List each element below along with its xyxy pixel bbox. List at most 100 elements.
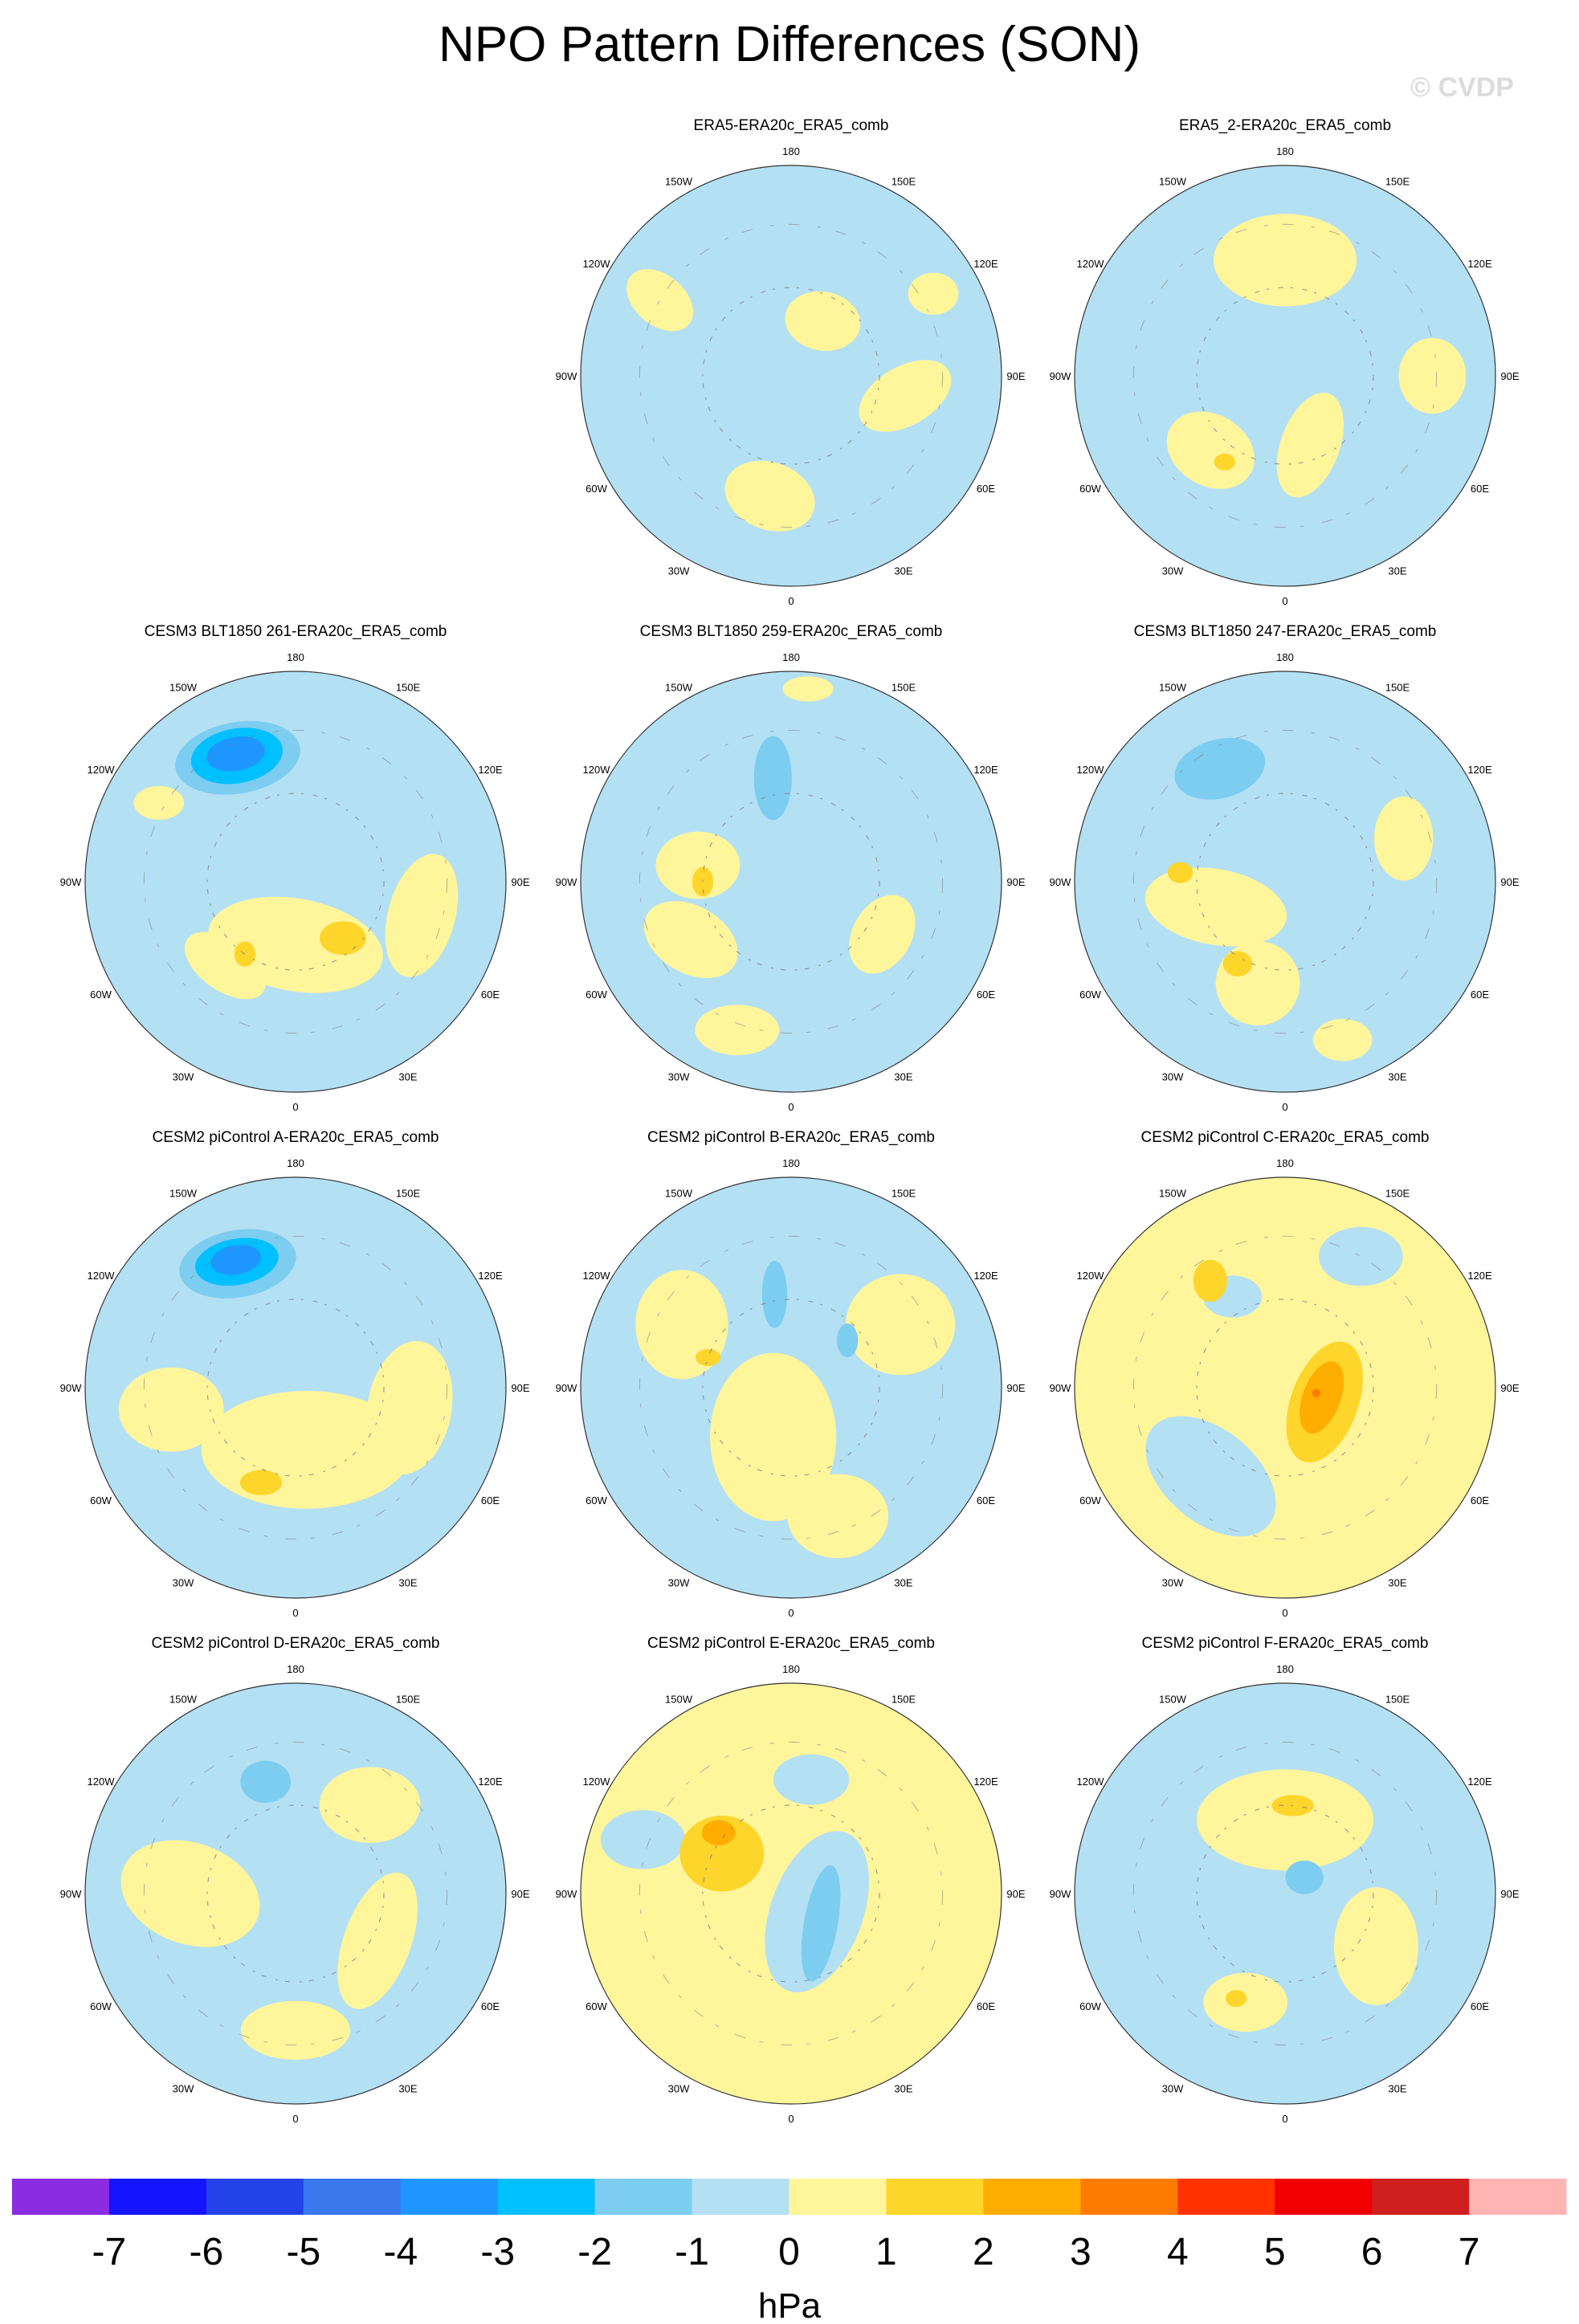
contour-region-3 (1313, 1018, 1373, 1062)
panel-title: CESM3 BLT1850 247-ERA20c_ERA5_comb (1134, 623, 1437, 640)
longitude-label: 30W (668, 1071, 690, 1083)
longitude-label: 60W (585, 483, 607, 495)
contour-region-1 (1334, 1887, 1418, 2005)
longitude-label: 30E (398, 2083, 417, 2095)
colorbar-tick-label: -1 (675, 2231, 709, 2273)
longitude-label: 0 (292, 2113, 298, 2125)
longitude-label: 0 (788, 1607, 794, 1619)
colorbar-tick-label: -2 (577, 2231, 612, 2273)
longitude-label: 150E (396, 1188, 421, 1200)
longitude-label: 180 (782, 1663, 800, 1675)
longitude-label: 60W (1079, 989, 1101, 1001)
longitude-label: 150E (892, 682, 916, 694)
coastline (639, 1741, 944, 2046)
longitude-label: 60E (977, 2000, 995, 2012)
map-panel-cesm2-d: CESM2 piControl D-ERA20c_ERA5_comb 180 150… (60, 1635, 530, 2125)
contour-region-2 (337, 1872, 418, 2009)
longitude-label: 30W (173, 1071, 194, 1083)
contour-region-5 (1167, 862, 1193, 883)
longitude-label: 60W (90, 1494, 112, 1507)
longitude-label: 30W (1162, 565, 1184, 577)
contour-region-1 (1166, 411, 1255, 489)
contour-region-4 (320, 921, 366, 956)
longitude-label: 90E (1006, 876, 1025, 888)
longitude-label: 180 (782, 651, 800, 663)
longitude-label: 150W (169, 1188, 198, 1200)
coastline (1132, 223, 1438, 528)
longitude-label: 120E (1467, 764, 1492, 776)
contour-region-4 (240, 1760, 292, 1803)
map-panels: ERA5-ERA20c_ERA5_comb 180 150E 120E 90E 60E 30… (60, 117, 1520, 2125)
contour-region-3 (695, 1005, 780, 1055)
longitude-label: 0 (292, 1101, 298, 1113)
contour-region-4 (782, 676, 834, 702)
colorbar-tick-label: -5 (286, 2231, 320, 2273)
longitude-label: 150W (665, 682, 693, 694)
panel-title: CESM2 piControl A-ERA20c_ERA5_comb (153, 1129, 439, 1146)
contour-region-0 (1145, 1416, 1276, 1537)
coastline (1196, 287, 1374, 465)
coastline (206, 793, 385, 971)
longitude-label: 150W (665, 1694, 693, 1706)
contour-region-2 (118, 1367, 224, 1452)
longitude-label: 30W (1162, 1577, 1184, 1589)
longitude-label: 180 (287, 651, 304, 663)
colorbar-tick-label: 0 (778, 2231, 800, 2273)
longitude-label: 60W (585, 989, 607, 1001)
longitude-label: 150W (169, 1694, 198, 1706)
colorbar-segment (983, 2179, 1081, 2215)
longitude-label: 120W (1077, 258, 1105, 270)
longitude-label: 90E (1006, 370, 1025, 382)
longitude-label: 60W (1079, 2000, 1101, 2012)
map-panel-cesm2-a: CESM2 piControl A-ERA20c_ERA5_comb 180 150… (60, 1129, 530, 1619)
coastline (1132, 1235, 1438, 1540)
longitude-label: 30E (398, 1577, 417, 1589)
longitude-label: 90W (556, 1382, 577, 1394)
contour-region-0 (724, 460, 815, 532)
colorbar-tick-label: 1 (875, 2231, 897, 2273)
colorbar-segment (1372, 2179, 1470, 2215)
colorbar-tick-label: -4 (383, 2231, 418, 2273)
longitude-label: 90E (1500, 1382, 1519, 1394)
panel-title: CESM3 BLT1850 259-ERA20c_ERA5_comb (640, 623, 943, 640)
longitude-label: 180 (1276, 145, 1294, 157)
contour-region-3 (1398, 337, 1467, 414)
longitude-label: 30E (894, 2083, 912, 2095)
longitude-label: 180 (287, 1157, 304, 1169)
longitude-label: 150E (1385, 176, 1410, 188)
longitude-label: 0 (1282, 595, 1287, 607)
contour-region-2 (1374, 796, 1434, 881)
contour-region-4 (1222, 951, 1253, 976)
longitude-label: 30W (668, 1577, 690, 1589)
longitude-label: 150E (892, 176, 916, 188)
longitude-label: 60E (977, 1494, 995, 1507)
longitude-label: 60E (1471, 2000, 1489, 2012)
longitude-label: 120E (478, 764, 503, 776)
coastline (1196, 1299, 1374, 1477)
base-field (581, 671, 1002, 1092)
longitude-label: 60E (1471, 989, 1489, 1001)
colorbar-segment (497, 2179, 596, 2215)
longitude-label: 90W (1050, 1888, 1071, 1900)
colorbar-unit-label: hPa (758, 2286, 822, 2324)
map-panel-cesm3-259: CESM3 BLT1850 259-ERA20c_ERA5_comb 180 150… (556, 623, 1026, 1113)
contour-region-1 (319, 1767, 421, 1843)
longitude-label: 90W (556, 876, 577, 888)
coastline (1196, 1804, 1374, 1983)
colorbar-segment (1469, 2179, 1567, 2215)
longitude-label: 120W (1077, 1270, 1105, 1282)
contour-region-0 (1213, 214, 1357, 307)
coastline (1132, 729, 1438, 1034)
longitude-label: 30W (1162, 1071, 1184, 1083)
map-panel-era5-2: ERA5_2-ERA20c_ERA5_comb 180 150E 120E 90E 60E… (1050, 117, 1520, 607)
contour-region-2 (849, 895, 916, 974)
longitude-label: 60W (90, 989, 112, 1001)
contour-region-0 (1144, 867, 1287, 947)
longitude-label: 60W (90, 2000, 112, 2012)
longitude-label: 90E (1006, 1888, 1025, 1900)
longitude-label: 90W (1050, 1382, 1071, 1394)
coastline (1196, 793, 1374, 971)
colorbar-segment (886, 2179, 984, 2215)
longitude-label: 120W (583, 764, 611, 776)
longitude-label: 60W (585, 1494, 607, 1507)
